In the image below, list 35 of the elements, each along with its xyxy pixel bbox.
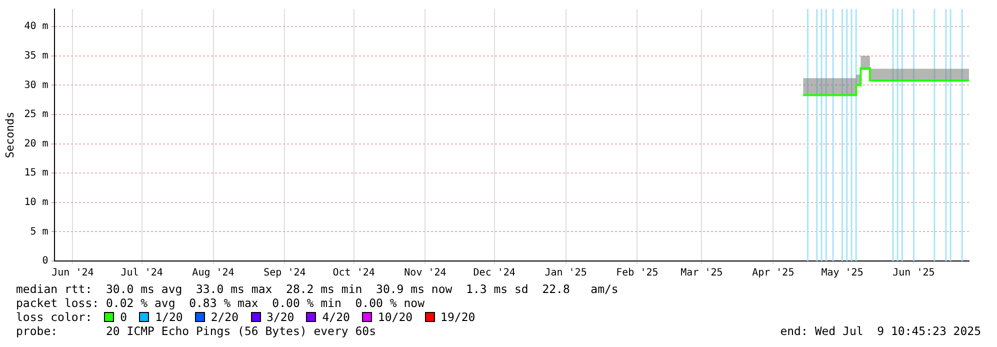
x-tick-label: May '25 xyxy=(821,268,864,279)
y-tick-label: 0 xyxy=(42,256,48,267)
x-tick-label: Dec '24 xyxy=(473,268,516,279)
legend-title: loss color: xyxy=(16,310,92,324)
legend-label: 10/20 xyxy=(378,310,413,324)
legend-label: 1/20 xyxy=(155,310,183,324)
x-tick-label: Jul '24 xyxy=(120,268,163,279)
text: probe: 20 ICMP Echo Pings (56 Bytes) every 60s xyxy=(16,324,376,338)
y-tick-label: 30 m xyxy=(24,80,48,91)
y-axis-title: Seconds xyxy=(3,112,16,158)
text: median rtt: 30.0 ms avg 33.0 ms max 28.2 ms min 30.9 ms now 1.3 ms sd 22.8 am/s xyxy=(16,282,618,296)
x-tick-label: Jun '24 xyxy=(52,268,94,279)
y-tick-label: 10 m xyxy=(24,196,48,208)
text: end: Wed Jul 9 10:45:23 2025 xyxy=(780,324,981,338)
y-tick-label: 5 m xyxy=(30,226,48,238)
x-tick-label: Sep '24 xyxy=(264,268,306,279)
legend-label: 0 xyxy=(120,310,128,324)
x-tick-label: Aug '24 xyxy=(192,268,234,279)
legend-label: 3/20 xyxy=(266,310,294,324)
x-tick-label: Feb '25 xyxy=(616,268,658,279)
y-tick-label: 15 m xyxy=(24,168,48,179)
y-tick-label: 25 m xyxy=(24,109,48,120)
x-tick-label: Jan '25 xyxy=(544,268,587,279)
x-tick-label: Nov '24 xyxy=(404,268,446,279)
y-tick-label: 35 m xyxy=(24,50,48,62)
x-tick-label: Mar '25 xyxy=(680,268,723,279)
y-tick-label: 20 m xyxy=(24,138,48,150)
legend-label: 4/20 xyxy=(322,310,350,324)
y-tick-label: 40 m xyxy=(24,21,48,32)
text: packet loss: 0.02 % avg 0.83 % max 0.00 % min 0.00 % now xyxy=(16,296,424,310)
legend-label: 2/20 xyxy=(210,310,239,324)
legend-label: 19/20 xyxy=(440,310,476,324)
x-tick-label: Jun '25 xyxy=(892,268,935,279)
x-tick-label: Apr '25 xyxy=(752,268,794,279)
x-tick-label: Oct '24 xyxy=(332,268,375,279)
